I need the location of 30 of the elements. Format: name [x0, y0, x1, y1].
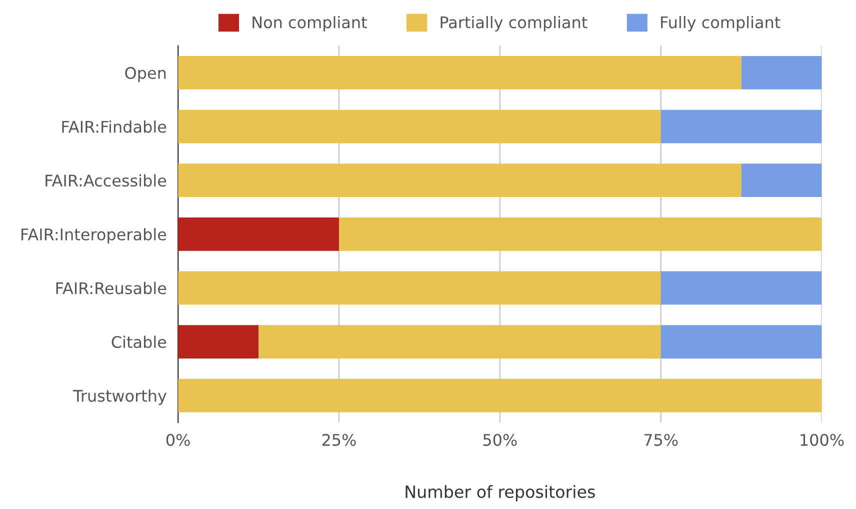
bar — [741, 56, 822, 90]
x-tick-label: 100% — [800, 434, 844, 446]
legend-label: Non compliant — [252, 16, 367, 32]
bar — [660, 325, 822, 358]
bar — [178, 56, 742, 90]
x-tick-label: 50% — [483, 434, 517, 446]
y-tick-label: Trustworthy — [72, 390, 166, 405]
x-tick-label: 0% — [166, 434, 190, 446]
bar — [660, 110, 822, 144]
bar — [258, 325, 661, 358]
bar — [741, 164, 822, 198]
bar — [178, 378, 822, 412]
bar — [660, 271, 822, 305]
y-tick-label: FAIR:Accessible — [46, 174, 166, 187]
x-tick-label: 75% — [644, 434, 678, 446]
legend-label: Partially compliant — [440, 16, 588, 32]
legend-label: Fully compliant — [661, 16, 780, 32]
bar — [178, 110, 661, 144]
bar — [338, 217, 822, 251]
x-tick-label: 25% — [322, 434, 356, 446]
bar — [178, 325, 259, 358]
y-tick-label: FAIR:Interoperable — [22, 228, 166, 244]
y-tick-label: Citable — [112, 336, 166, 348]
x-axis-title: Number of repositories — [406, 485, 595, 502]
bar — [178, 271, 661, 305]
bar — [178, 164, 742, 198]
y-tick-label: Open — [125, 66, 166, 82]
y-tick-label: FAIR:Reusable — [56, 282, 166, 294]
bar — [178, 217, 339, 251]
y-tick-label: FAIR:Findable — [62, 120, 166, 133]
